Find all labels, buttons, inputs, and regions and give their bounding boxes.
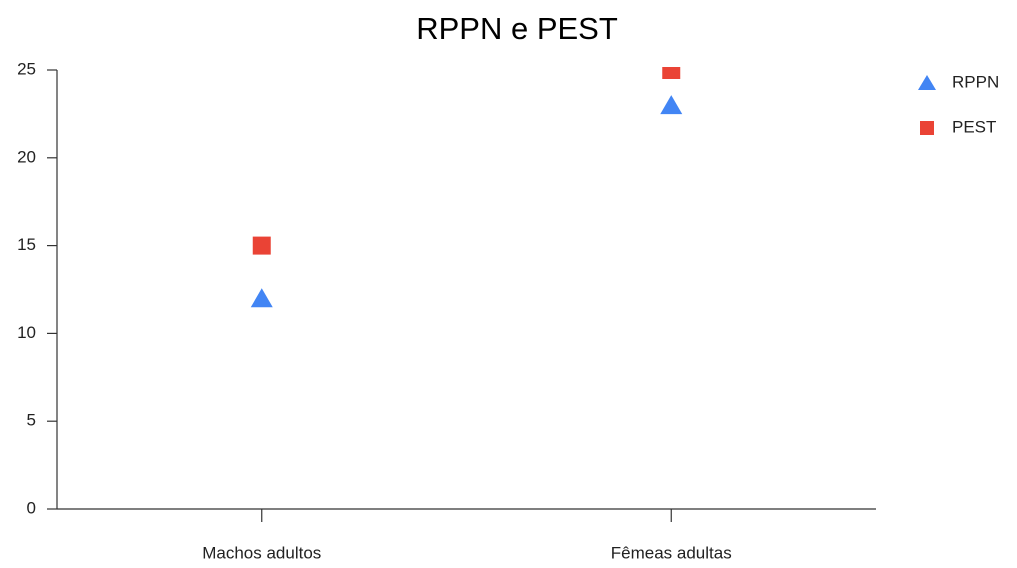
y-tick-label: 0	[27, 498, 36, 517]
chart-title: RPPN e PEST	[416, 11, 618, 46]
x-tick-label: Machos adultos	[202, 543, 321, 562]
plot-area	[250, 67, 683, 308]
data-point	[250, 288, 273, 308]
legend-label: PEST	[952, 117, 996, 136]
legend-label: RPPN	[952, 72, 999, 91]
legend-marker	[918, 75, 936, 90]
y-tick-label: 25	[17, 59, 36, 78]
data-point	[662, 67, 681, 79]
y-tick-label: 10	[17, 323, 36, 342]
y-tick-label: 20	[17, 147, 36, 166]
legend-marker	[920, 121, 934, 135]
x-tick-label: Fêmeas adultas	[611, 543, 732, 562]
data-point	[660, 95, 683, 115]
y-tick-label: 15	[17, 235, 36, 254]
data-point	[252, 236, 271, 255]
y-tick-label: 5	[27, 411, 36, 430]
